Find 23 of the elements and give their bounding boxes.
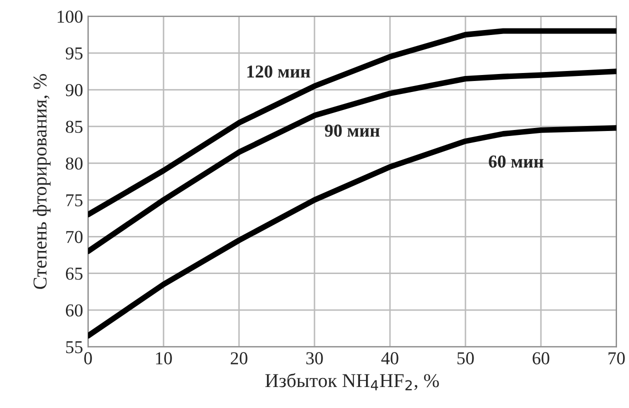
series-label: 90 мин xyxy=(324,124,380,137)
x-tick-label: 40 xyxy=(381,352,398,364)
y-axis-title: Степень фторирования, % xyxy=(32,74,51,289)
y-tick-label: 95 xyxy=(66,47,82,60)
y-tick-label: 60 xyxy=(66,304,83,317)
series-label: 120 мин xyxy=(247,65,310,78)
y-tick-label: 70 xyxy=(66,230,83,244)
y-tick-label: 85 xyxy=(66,120,82,133)
x-tick-label: 10 xyxy=(156,352,172,364)
y-tick-label: 90 xyxy=(66,84,83,96)
x-tick-label: 20 xyxy=(230,352,248,364)
x-tick-label: 30 xyxy=(306,352,323,364)
y-tick-label: 80 xyxy=(66,157,83,170)
x-axis-title: Избыток NH$_{4}$HF$_{2}$, % xyxy=(265,373,439,390)
x-tick-label: 70 xyxy=(608,352,625,364)
y-tick-label: 65 xyxy=(66,268,82,280)
y-tick-label: 100 xyxy=(58,10,83,23)
y-tick-label: 75 xyxy=(66,194,82,206)
x-tick-label: 50 xyxy=(457,352,474,364)
x-tick-label: 0 xyxy=(84,352,92,364)
y-tick-label: 55 xyxy=(66,341,82,354)
series-label: 60 мин xyxy=(488,155,544,168)
x-tick-label: 60 xyxy=(532,352,550,364)
